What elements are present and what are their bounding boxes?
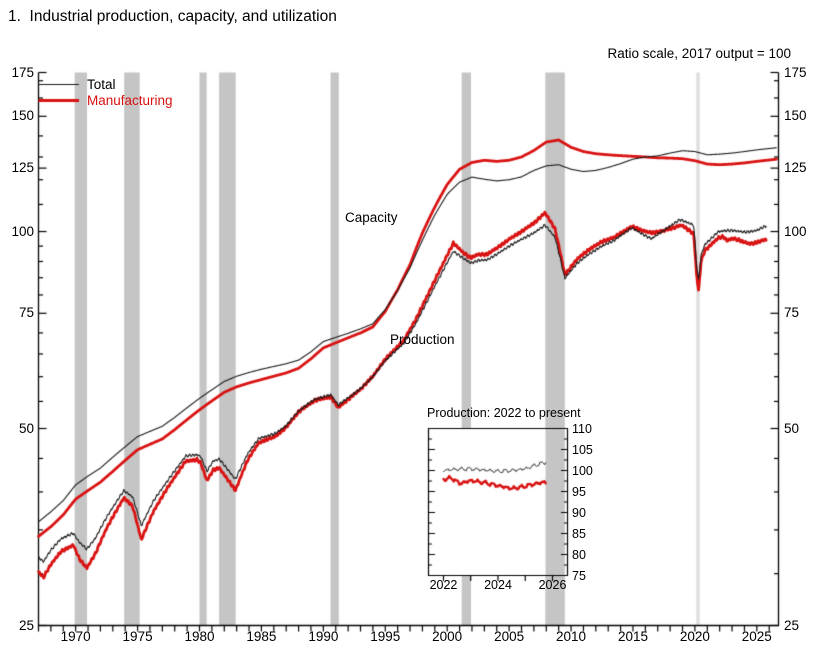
x-axis-tick-label: 2005	[494, 629, 525, 644]
inset-y-tick-label: 100	[572, 463, 593, 478]
x-axis-tick-label: 2000	[432, 629, 463, 644]
y-axis-tick-label-right: 50	[784, 420, 800, 436]
inset-y-tick-label: 105	[572, 442, 593, 457]
x-axis-tick-label: 2015	[617, 629, 648, 644]
inset-y-tick-label: 90	[572, 505, 586, 520]
y-axis-tick-label-left: 75	[18, 305, 34, 321]
y-axis-tick-label-left: 125	[11, 160, 34, 176]
y-axis-tick-label-right: 125	[784, 160, 807, 176]
capacity-annotation: Capacity	[345, 210, 398, 225]
inset-y-tick-label: 95	[572, 484, 586, 499]
x-axis-tick-label: 2025	[741, 629, 772, 644]
inset-y-tick-label: 80	[572, 547, 586, 562]
y-axis-tick-label-left: 50	[18, 420, 34, 436]
x-axis-tick-label: 2020	[679, 629, 710, 644]
x-axis-tick-label: 1980	[184, 629, 215, 644]
x-axis-tick-label: 1990	[308, 629, 339, 644]
x-axis-tick-label: 1985	[246, 629, 277, 644]
inset-x-tick-label: 2026	[538, 578, 567, 592]
y-axis-tick-label-left: 175	[11, 64, 34, 80]
x-axis-tick-label: 2010	[556, 629, 587, 644]
y-axis-tick-label-right: 75	[784, 305, 800, 321]
y-axis-tick-label-right: 100	[784, 223, 807, 239]
x-axis-tick-label: 1995	[370, 629, 401, 644]
y-axis-tick-label-right: 150	[784, 108, 807, 124]
inset-x-tick-label: 2022	[429, 578, 458, 592]
x-axis-tick-label: 1975	[122, 629, 153, 644]
y-axis-tick-label-left: 100	[11, 223, 34, 239]
inset-title: Production: 2022 to present	[427, 406, 581, 420]
inset-y-tick-label: 110	[572, 421, 592, 436]
legend-label-manufacturing: Manufacturing	[87, 93, 173, 108]
ratio-scale-note: Ratio scale, 2017 output = 100	[607, 46, 791, 61]
y-axis-tick-label-left: 150	[11, 108, 34, 124]
y-axis-tick-label-right: 25	[784, 617, 800, 633]
x-axis-tick-label: 1970	[60, 629, 91, 644]
inset-y-tick-label: 85	[572, 526, 586, 541]
page-title: 1. Industrial production, capacity, and …	[8, 8, 337, 25]
inset-x-tick-label: 2024	[484, 578, 512, 592]
production-annotation: Production	[390, 332, 455, 347]
y-axis-tick-label-right: 175	[784, 64, 807, 80]
y-axis-tick-label-left: 25	[18, 617, 34, 633]
legend-label-total: Total	[87, 77, 116, 92]
inset-y-tick-label: 75	[572, 568, 586, 583]
